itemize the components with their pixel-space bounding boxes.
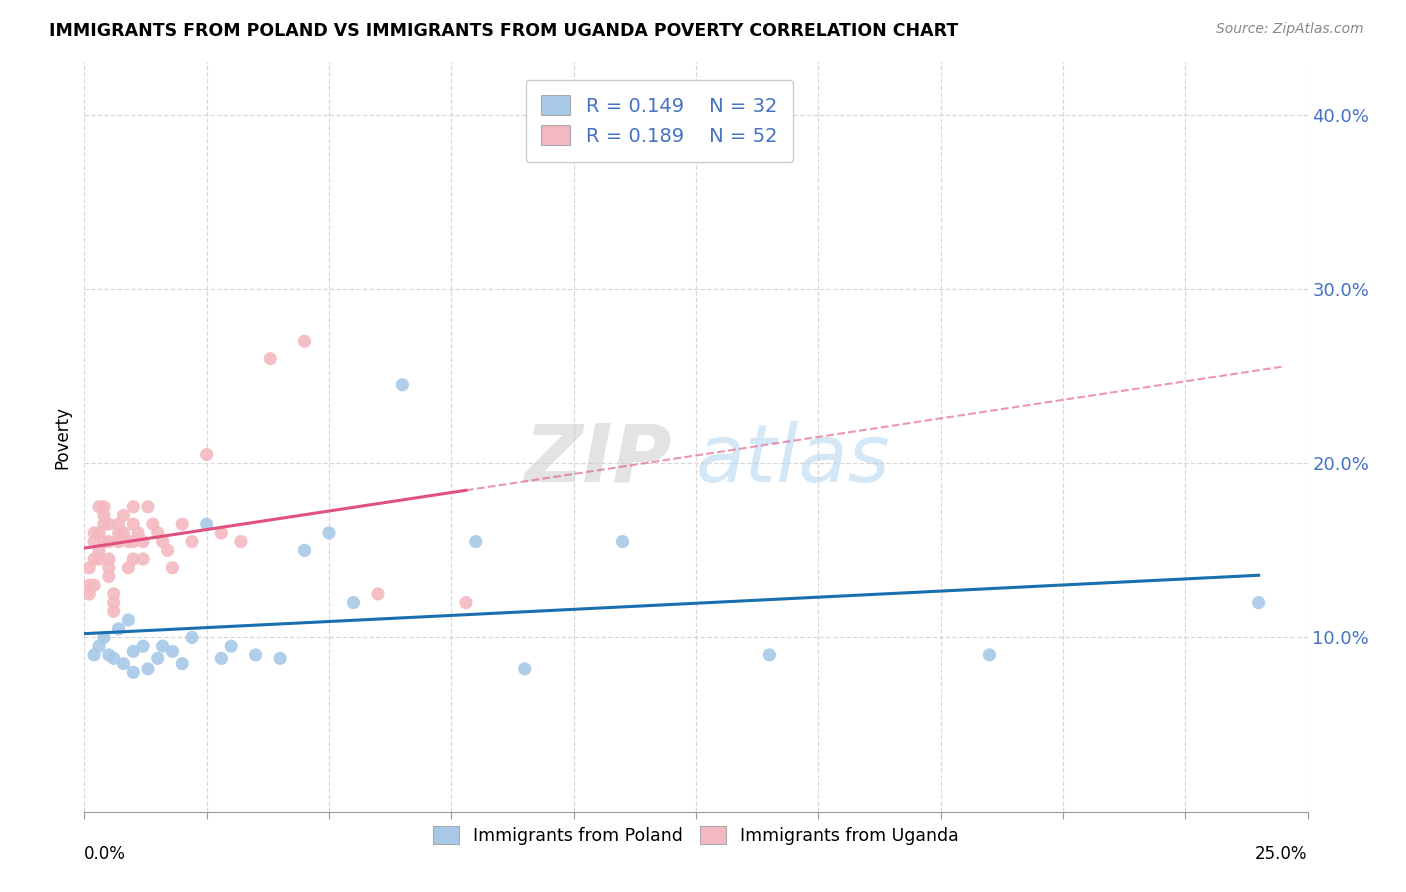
Point [132,639,155,653]
Point [122,665,145,680]
Point [181,534,204,549]
Point [342,596,364,610]
Point [83,578,105,592]
Point [209,651,232,665]
Point [87,543,110,558]
Point [117,534,139,549]
Point [83,534,105,549]
Point [612,534,634,549]
Point [83,525,105,540]
Point [152,639,174,653]
Point [172,517,194,532]
Point [97,569,120,583]
Point [209,525,232,540]
Point [122,517,145,532]
Legend: Immigrants from Poland, Immigrants from Uganda: Immigrants from Poland, Immigrants from … [426,819,966,852]
Point [117,613,139,627]
Point [122,534,145,549]
Point [132,534,155,549]
Point [142,517,165,532]
Text: IMMIGRANTS FROM POLAND VS IMMIGRANTS FROM UGANDA POVERTY CORRELATION CHART: IMMIGRANTS FROM POLAND VS IMMIGRANTS FRO… [49,22,959,40]
Y-axis label: Poverty: Poverty [53,406,72,468]
Point [83,552,105,566]
Text: 25.0%: 25.0% [1256,846,1308,863]
Point [132,552,155,566]
Point [97,552,120,566]
Point [93,534,115,549]
Text: ZIP: ZIP [524,420,672,499]
Point [136,662,159,676]
Point [219,639,242,653]
Point [112,508,135,523]
Point [87,639,110,653]
Point [103,596,125,610]
Point [146,525,169,540]
Point [97,534,120,549]
Point [146,651,169,665]
Point [152,534,174,549]
Point [162,561,184,575]
Point [97,648,120,662]
Point [136,500,159,514]
Point [181,631,204,645]
Point [245,648,267,662]
Point [162,644,184,658]
Point [87,552,110,566]
Point [127,525,149,540]
Point [513,662,536,676]
Point [1247,596,1270,610]
Point [122,644,145,658]
Point [195,448,218,462]
Point [391,377,413,392]
Point [112,525,135,540]
Point [107,622,129,636]
Point [269,651,291,665]
Point [103,587,125,601]
Point [112,657,135,671]
Point [454,596,477,610]
Point [103,604,125,618]
Point [87,525,110,540]
Point [93,631,115,645]
Point [103,651,125,665]
Point [93,517,115,532]
Point [97,561,120,575]
Text: atlas: atlas [696,420,891,499]
Point [294,334,316,349]
Text: 0.0%: 0.0% [84,846,127,863]
Point [107,525,129,540]
Point [107,517,129,532]
Point [122,500,145,514]
Point [117,561,139,575]
Point [229,534,252,549]
Point [195,517,218,532]
Point [87,500,110,514]
Point [122,552,145,566]
Point [93,500,115,514]
Point [156,543,179,558]
Point [172,657,194,671]
Text: Source: ZipAtlas.com: Source: ZipAtlas.com [1216,22,1364,37]
Point [83,648,105,662]
Point [979,648,1001,662]
Point [259,351,281,366]
Point [77,561,100,575]
Point [77,578,100,592]
Point [77,587,100,601]
Point [464,534,486,549]
Point [294,543,316,558]
Point [758,648,780,662]
Point [367,587,389,601]
Point [107,534,129,549]
Point [318,525,340,540]
Point [97,517,120,532]
Point [93,508,115,523]
